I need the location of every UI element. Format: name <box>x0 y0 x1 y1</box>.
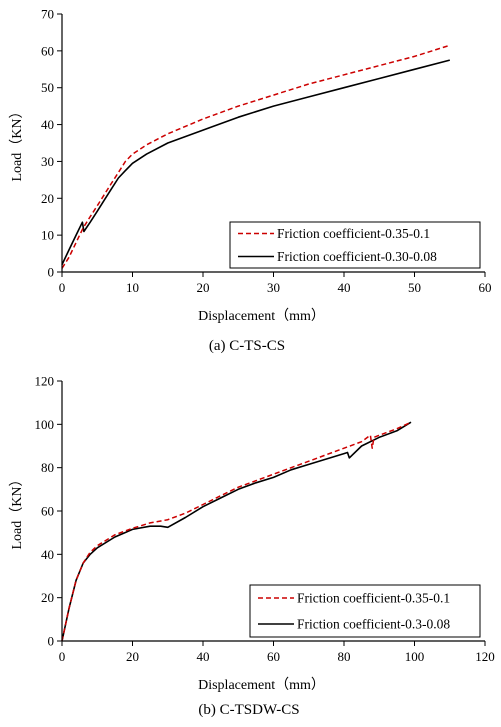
y-tick-label: 20 <box>41 191 54 206</box>
y-tick-label: 100 <box>35 417 55 432</box>
chart-a-legend-box <box>229 221 481 269</box>
x-tick-label: 10 <box>126 280 139 295</box>
x-tick-label: 0 <box>59 280 66 295</box>
y-tick-label: 20 <box>41 590 54 605</box>
chart-a-y-axis: 0 10 20 30 40 50 60 70 <box>41 7 62 280</box>
y-tick-label: 80 <box>41 460 54 475</box>
x-tick-label: 40 <box>197 649 210 664</box>
y-tick-label: 40 <box>41 117 54 132</box>
y-tick-label: 70 <box>41 7 54 22</box>
series-line-1 <box>61 421 412 642</box>
y-tick-label: 0 <box>48 265 55 280</box>
chart-b-series <box>61 421 412 642</box>
chart-a-x-axis-title: Displacement（mm） <box>198 308 325 324</box>
chart-b-y-axis-title: Load（KN） <box>9 473 25 550</box>
chart-b-legend-label-1: Friction coefficient-0.35-0.1 <box>297 591 450 606</box>
y-tick-label: 60 <box>41 43 54 58</box>
chart-b-x-axis: 0 20 40 60 80 100 120 <box>59 641 495 664</box>
chart-a-legend-label-2: Friction coefficient-0.30-0.08 <box>277 249 437 264</box>
chart-b-y-axis: 0 20 40 60 80 100 120 <box>35 374 62 649</box>
chart-a-legend: Friction coefficient-0.35-0.1 Friction c… <box>229 221 481 269</box>
y-tick-label: 120 <box>35 374 55 389</box>
x-tick-label: 50 <box>408 280 421 295</box>
x-tick-label: 100 <box>405 649 425 664</box>
y-tick-label: 30 <box>41 154 54 169</box>
x-tick-label: 20 <box>126 649 139 664</box>
x-tick-label: 120 <box>475 649 495 664</box>
chart-b: 0 20 40 60 80 100 120 0 20 40 60 80 100 120 Load（KN）… <box>9 374 495 719</box>
chart-a: 0 10 20 30 40 50 60 70 0 10 20 30 40 50 60 Load（KN） D… <box>9 7 492 355</box>
x-tick-label: 60 <box>479 280 492 295</box>
series-line-2 <box>61 59 451 265</box>
y-tick-label: 50 <box>41 80 54 95</box>
chart-a-legend-label-1: Friction coefficient-0.35-0.1 <box>277 226 430 241</box>
chart-b-legend-box <box>249 584 481 638</box>
chart-a-y-axis-title: Load（KN） <box>9 105 25 182</box>
y-tick-label: 40 <box>41 547 54 562</box>
chart-b-legend-label-2: Friction coefficient-0.3-0.08 <box>297 617 450 632</box>
chart-a-x-axis: 0 10 20 30 40 50 60 <box>59 272 492 295</box>
chart-a-caption: (a) C-TS-CS <box>209 338 285 354</box>
series-line-1 <box>61 44 451 269</box>
x-tick-label: 0 <box>59 649 66 664</box>
x-tick-label: 20 <box>197 280 210 295</box>
chart-b-x-axis-title: Displacement（mm） <box>198 677 325 693</box>
y-tick-label: 10 <box>41 228 54 243</box>
x-tick-label: 30 <box>267 280 280 295</box>
series-line-2 <box>61 421 412 642</box>
chart-a-series <box>61 44 451 269</box>
x-tick-label: 40 <box>338 280 351 295</box>
y-tick-label: 60 <box>41 504 54 519</box>
x-tick-label: 60 <box>267 649 280 664</box>
y-tick-label: 0 <box>48 634 55 649</box>
chart-b-caption: (b) C-TSDW-CS <box>198 702 299 718</box>
chart-b-legend: Friction coefficient-0.35-0.1 Friction c… <box>249 584 481 638</box>
x-tick-label: 80 <box>338 649 351 664</box>
